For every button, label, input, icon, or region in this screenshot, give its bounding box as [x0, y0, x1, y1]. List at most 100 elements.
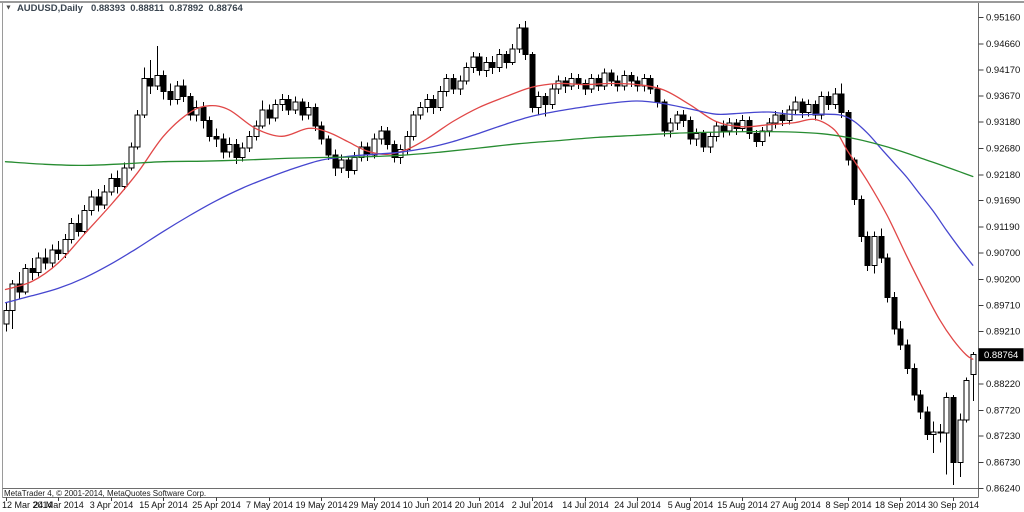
up-candle	[101, 191, 108, 206]
down-candle	[299, 101, 306, 116]
up-candle	[463, 67, 470, 82]
price-axis[interactable]: 0.95160 0.94660 0.94170 0.93670 0.93180 0.926…	[978, 13, 1021, 495]
down-candle	[160, 75, 167, 92]
up-candle	[568, 77, 575, 87]
down-candle	[55, 249, 62, 255]
down-candle	[75, 222, 82, 232]
down-candle	[917, 394, 924, 413]
date-tick-label: 29 May 2014	[348, 500, 400, 510]
up-candle	[397, 149, 404, 158]
ma-medium-line	[4, 100, 974, 304]
chart-title-bar: ▼ AUDUSD,Daily 0.88393 0.88811 0.87892 0…	[5, 3, 248, 14]
up-candle	[22, 267, 29, 293]
up-candle	[549, 88, 556, 106]
price-tick-label: 0.90700	[986, 248, 1020, 259]
date-tick-label: 8 Sep 2014	[825, 500, 871, 510]
down-candle	[779, 114, 786, 121]
down-candle	[430, 98, 437, 108]
down-candle	[29, 267, 36, 274]
up-candle	[404, 135, 411, 151]
up-candle	[410, 114, 417, 137]
copyright-label: MetaTrader 4, © 2001-2014, MetaQuotes So…	[4, 488, 207, 498]
up-candle	[601, 72, 608, 87]
price-tick-label: 0.89210	[986, 327, 1020, 338]
price-tick-label: 0.94170	[986, 65, 1020, 76]
price-tick-label: 0.91690	[986, 196, 1020, 207]
up-candle	[259, 109, 266, 127]
down-candle	[845, 112, 852, 161]
ma-fast-line	[4, 82, 974, 360]
down-candle	[542, 96, 549, 106]
date-tick-label: 15 Apr 2014	[139, 500, 188, 510]
up-candle	[509, 48, 516, 63]
date-tick-label: 24 Jul 2014	[614, 500, 661, 510]
up-candle	[707, 135, 714, 148]
up-candle	[772, 114, 779, 124]
date-tick-label: 20 Jun 2014	[455, 500, 505, 510]
up-candle	[805, 104, 812, 114]
down-candle	[213, 135, 220, 140]
down-candle	[924, 411, 931, 436]
down-candle	[680, 114, 687, 121]
up-candle	[871, 236, 878, 267]
down-candle	[285, 98, 292, 111]
down-candle	[312, 106, 319, 127]
up-candle	[108, 178, 115, 193]
down-candle	[332, 154, 339, 169]
up-candle	[279, 98, 286, 106]
down-candle	[147, 77, 154, 87]
up-candle	[239, 147, 246, 158]
down-candle	[522, 27, 529, 55]
up-candle	[621, 75, 628, 87]
up-candle	[726, 122, 733, 132]
ohlc-close-value: 0.88764	[208, 3, 243, 14]
current-price-box: 0.88764	[978, 348, 1024, 362]
up-candle	[141, 77, 148, 116]
price-tick-label: 0.88220	[986, 379, 1020, 390]
date-tick-label: 15 Aug 2014	[717, 500, 768, 510]
down-candle	[937, 431, 944, 434]
up-candle	[68, 222, 75, 240]
up-candle	[516, 27, 523, 50]
up-candle	[930, 431, 937, 436]
price-tick-label: 0.86730	[986, 458, 1020, 469]
down-candle	[897, 328, 904, 346]
chart-frame	[0, 1, 1024, 498]
down-candle	[647, 77, 654, 90]
down-candle	[318, 125, 325, 140]
up-candle	[272, 104, 279, 119]
date-tick-label: 10 Jun 2014	[403, 500, 453, 510]
price-tick-label: 0.89710	[986, 300, 1020, 311]
up-candle	[305, 106, 312, 116]
down-candle	[838, 93, 845, 114]
up-candle	[128, 146, 135, 169]
symbol-dropdown-icon[interactable]: ▼	[5, 4, 12, 12]
down-candle	[233, 143, 240, 158]
date-tick-label: 3 Apr 2014	[90, 500, 134, 510]
down-candle	[200, 106, 207, 121]
date-tick-label: 25 Apr 2014	[192, 500, 241, 510]
down-candle	[950, 397, 957, 464]
down-candle	[503, 53, 510, 63]
down-candle	[634, 80, 641, 87]
down-candle	[391, 143, 398, 158]
up-candle	[970, 354, 977, 375]
down-candle	[628, 75, 635, 82]
down-candle	[450, 77, 457, 90]
down-candle	[16, 283, 23, 293]
up-candle	[134, 114, 141, 148]
up-candle	[378, 130, 385, 140]
up-candle	[193, 106, 200, 116]
up-candle	[35, 257, 42, 274]
up-candle	[174, 85, 181, 100]
down-candle	[891, 296, 898, 330]
price-tick-label: 0.91190	[986, 222, 1020, 233]
up-candle	[496, 53, 503, 69]
down-candle	[476, 56, 483, 71]
down-candle	[904, 344, 911, 370]
up-candle	[713, 125, 720, 137]
price-tick-label: 0.87720	[986, 405, 1020, 416]
